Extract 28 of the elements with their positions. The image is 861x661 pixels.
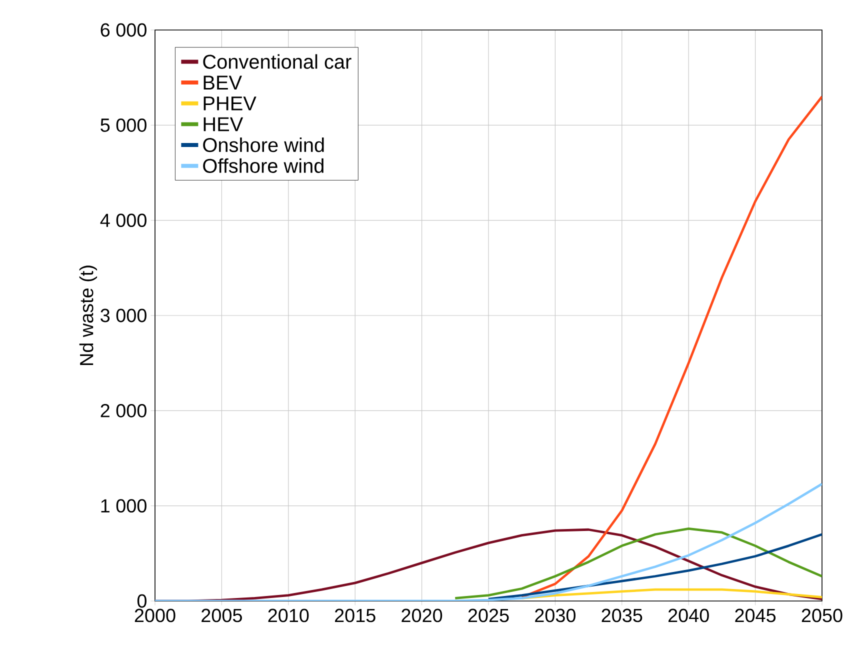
x-tick-label: 2000 xyxy=(134,608,176,622)
y-tick-label: 2 000 xyxy=(100,404,146,418)
legend-label: Onshore wind xyxy=(203,137,324,152)
y-axis-title: Nd waste (t) xyxy=(79,266,98,365)
x-tick-label: 2025 xyxy=(468,608,509,622)
y-tick-label: 1 000 xyxy=(101,499,146,513)
x-tick-label: 2020 xyxy=(402,608,442,622)
legend-label: Conventional car xyxy=(203,54,352,69)
x-tick-label: 2030 xyxy=(535,608,576,622)
legend-label: PHEV xyxy=(204,96,256,110)
x-tick-label: 2010 xyxy=(268,608,309,622)
legend-label: HEV xyxy=(204,117,244,132)
x-tick-label: 2045 xyxy=(735,608,776,622)
x-tick-label: 2005 xyxy=(202,608,242,622)
y-tick-label: 0 xyxy=(137,594,146,608)
y-tick-label: 4 000 xyxy=(100,214,146,228)
line-series xyxy=(487,533,822,600)
legend-label: Offshore wind xyxy=(203,158,324,173)
legend-label: BEV xyxy=(204,76,242,90)
y-tick-label: 6 000 xyxy=(100,23,146,37)
line-series xyxy=(520,95,822,598)
x-tick-label: 2015 xyxy=(335,608,376,622)
y-tick-label: 3 000 xyxy=(100,308,146,322)
x-tick-label: 2050 xyxy=(802,608,842,622)
y-tick-label: 5 000 xyxy=(100,118,146,132)
x-tick-label: 2035 xyxy=(602,608,642,622)
line-series xyxy=(454,527,822,600)
x-tick-label: 2040 xyxy=(668,608,709,622)
